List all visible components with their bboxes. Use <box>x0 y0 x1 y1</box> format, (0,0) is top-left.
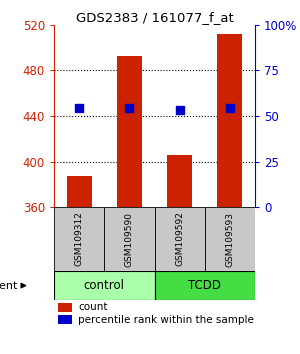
Bar <box>167 155 192 207</box>
Point <box>227 105 232 111</box>
Title: GDS2383 / 161077_f_at: GDS2383 / 161077_f_at <box>76 11 233 24</box>
Bar <box>54 271 154 300</box>
Text: GSM109312: GSM109312 <box>75 212 84 267</box>
Bar <box>54 207 104 271</box>
Text: count: count <box>78 302 108 312</box>
Bar <box>154 207 205 271</box>
Point <box>127 105 132 111</box>
Text: TCDD: TCDD <box>188 279 221 292</box>
Point <box>177 107 182 113</box>
Bar <box>217 34 242 207</box>
Bar <box>154 271 255 300</box>
Bar <box>104 207 154 271</box>
Text: control: control <box>84 279 125 292</box>
Bar <box>117 56 142 207</box>
Text: percentile rank within the sample: percentile rank within the sample <box>78 315 254 325</box>
Text: agent: agent <box>0 281 18 291</box>
Bar <box>67 176 92 207</box>
Text: GSM109590: GSM109590 <box>125 212 134 267</box>
Bar <box>58 315 72 324</box>
Point <box>77 105 82 111</box>
Bar <box>205 207 255 271</box>
Bar <box>58 303 72 312</box>
Text: GSM109592: GSM109592 <box>175 212 184 267</box>
Text: GSM109593: GSM109593 <box>225 212 234 267</box>
